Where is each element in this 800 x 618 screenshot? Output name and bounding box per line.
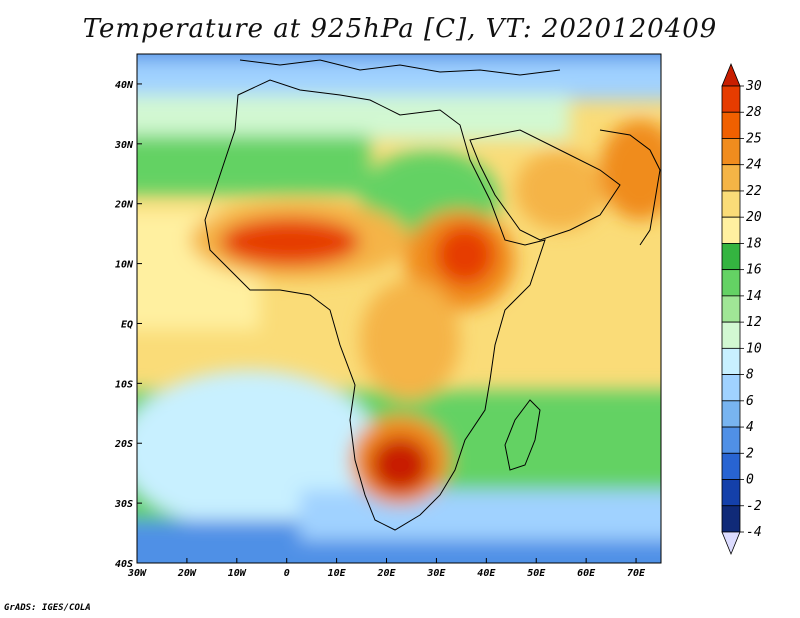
- lat-tick-label: 40N: [115, 80, 134, 91]
- arabia-coastline: [469, 129, 621, 241]
- colorbar-label: -2: [746, 499, 762, 514]
- colorbar-box: [721, 190, 741, 218]
- field-kalahari-hot: [370, 437, 430, 493]
- colorbar-label: 18: [746, 236, 762, 251]
- grads-credit: GrADS: IGES/COLA: [4, 603, 91, 613]
- colorbar-label: 8: [746, 368, 754, 383]
- lon-tick-label: 50E: [527, 568, 546, 579]
- colorbar-box: [721, 243, 741, 271]
- colorbar-label: 6: [746, 394, 754, 409]
- colorbar-box: [721, 452, 741, 480]
- field-south-cool-band: [300, 490, 661, 540]
- colorbar-label: 10: [746, 341, 762, 356]
- colorbar-box: [721, 164, 741, 192]
- colorbar-label: 0: [746, 473, 754, 488]
- field-arabia-warm: [515, 150, 605, 230]
- field-med: [137, 60, 661, 100]
- lat-tick-label: 30N: [114, 140, 134, 151]
- map-title: Temperature at 925hPa [C], VT: 202012040…: [82, 14, 718, 44]
- india-coastline: [599, 129, 661, 246]
- latitude-ticks: 40N 30N 20N 10N EQ 10S 20S 30S 40S: [114, 80, 142, 570]
- colorbar-box: [721, 269, 741, 297]
- colorbar-box: [721, 321, 741, 349]
- field-india-warm: [600, 120, 661, 220]
- colorbar-label: 14: [746, 289, 762, 304]
- field-sahel-hot: [220, 218, 360, 266]
- field-north-africa-cool: [137, 95, 570, 140]
- colorbar-box: [721, 138, 741, 166]
- lon-tick-label: 60E: [577, 568, 596, 579]
- lat-tick-label: 20N: [114, 200, 134, 211]
- colorbar-label: 22: [746, 184, 762, 199]
- colorbar-box: [721, 111, 741, 139]
- colorbar-box: [721, 216, 741, 244]
- lat-tick-label: 30S: [114, 499, 133, 510]
- colorbar-over-triangle: [721, 62, 741, 87]
- temperature-field: [137, 54, 661, 563]
- lon-tick-label: 70E: [627, 568, 646, 579]
- colorbar-label: 2: [746, 446, 754, 461]
- lon-tick-label: 40E: [477, 568, 496, 579]
- field-south-atlantic-cool: [137, 370, 380, 530]
- lon-tick-label: 10E: [328, 568, 347, 579]
- madagascar-coastline: [504, 399, 541, 471]
- map-frame: [136, 53, 662, 564]
- colorbar-box: [721, 426, 741, 454]
- lat-tick-label: EQ: [121, 319, 133, 330]
- colorbar-box: [721, 295, 741, 323]
- colorbar-label: -4: [746, 525, 762, 540]
- lon-tick-label: 20E: [376, 568, 396, 579]
- colorbar-box: [721, 347, 741, 375]
- colorbar-label: 16: [746, 263, 762, 278]
- colorbar-box: [721, 505, 741, 533]
- colorbar-label: 24: [746, 158, 762, 173]
- lat-tick-label: 10N: [115, 260, 134, 271]
- lon-tick-label: 10W: [228, 568, 247, 579]
- colorbar-box: [721, 374, 741, 402]
- colorbar-box: [721, 400, 741, 428]
- field-horn-hot: [435, 225, 495, 285]
- lat-tick-label: 20S: [114, 439, 133, 450]
- longitude-ticks: 30W 20W 10W 0 10E 20E 30E 40E 50E 60E 70E: [127, 558, 646, 579]
- colorbar-box: [721, 85, 741, 113]
- europe-coastline: [239, 59, 561, 76]
- lat-tick-label: 10S: [115, 379, 133, 390]
- field-central-warm: [360, 280, 460, 400]
- colorbar-box: [721, 479, 741, 507]
- lon-tick-label: 20W: [177, 568, 197, 579]
- lon-tick-label: 0: [284, 568, 290, 579]
- coastlines: [204, 59, 661, 531]
- colorbar-label: 25: [746, 131, 762, 146]
- colorbar-label: 30: [745, 79, 762, 94]
- lon-tick-label: 30E: [426, 568, 446, 579]
- colorbar-under-triangle: [721, 531, 741, 556]
- lat-tick-label: 40S: [115, 559, 133, 570]
- africa-coastline: [204, 79, 546, 531]
- lon-tick-label: 30W: [127, 568, 147, 579]
- colorbar-label: 20: [746, 210, 762, 225]
- colorbar-label: 12: [746, 315, 762, 330]
- field-atlantic-north: [137, 135, 370, 195]
- colorbar-label: 28: [746, 105, 762, 120]
- colorbar-label: 4: [746, 420, 754, 435]
